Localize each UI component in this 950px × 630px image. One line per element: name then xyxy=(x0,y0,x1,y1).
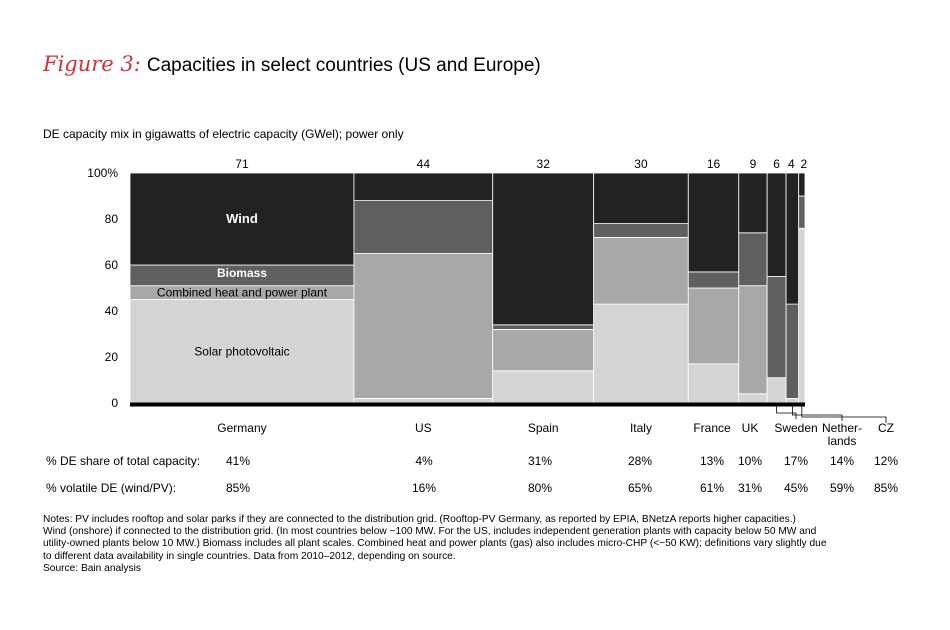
segment-label-pv: Solar photovoltaic xyxy=(194,344,289,358)
volatile-value: 61% xyxy=(699,481,725,495)
bar-segment-pv-spain xyxy=(492,370,595,404)
de-share-value: 12% xyxy=(873,454,899,468)
bar-segment-wind-uk xyxy=(738,172,768,234)
leader-line xyxy=(791,406,843,421)
volatile-value: 85% xyxy=(225,481,251,495)
bar-segment-wind-spain xyxy=(492,172,595,326)
capacity-label: 32 xyxy=(537,157,551,171)
y-tick-label: 80 xyxy=(105,212,119,226)
leader-line xyxy=(801,406,887,423)
bar-segment-pv-italy xyxy=(593,303,689,404)
volatile-value: 65% xyxy=(627,481,653,495)
capacity-label: 71 xyxy=(235,157,249,171)
bar-segment-chp-uk xyxy=(738,285,768,395)
bar-segment-biomass-france xyxy=(687,271,740,289)
bar-segment-chp-italy xyxy=(593,236,689,305)
category-label: France xyxy=(693,421,731,435)
y-tick-label: 0 xyxy=(111,396,118,410)
bar-segment-pv-uk xyxy=(738,393,768,404)
capacity-label: 4 xyxy=(788,157,795,171)
bar-segment-pv-cz xyxy=(798,227,806,404)
segment-label-biomass: Biomass xyxy=(217,266,267,280)
bar-segment-pv-france xyxy=(687,363,740,404)
segment-label-chp: Combined heat and power plant xyxy=(157,286,328,300)
y-tick-label: 20 xyxy=(105,350,119,364)
source-line: Source: Bain analysis xyxy=(43,562,141,574)
bar-segment-wind-germany xyxy=(129,172,355,266)
bar-segment-biomass-italy xyxy=(593,223,689,238)
volatile-value: 16% xyxy=(411,481,437,495)
bar-segment-biomass-sweden xyxy=(766,276,787,379)
y-tick-label: 100% xyxy=(87,166,118,180)
de-share-value: 4% xyxy=(415,454,433,468)
volatile-value: 31% xyxy=(737,481,763,495)
category-label: lands xyxy=(828,434,857,448)
capacity-label: 16 xyxy=(707,157,721,171)
bar-segment-wind-cz xyxy=(798,172,806,197)
de-share-value: 13% xyxy=(699,454,725,468)
bar-segment-chp-france xyxy=(687,287,740,365)
bar-segment-wind-netherlands xyxy=(785,172,800,305)
de-share-value: 28% xyxy=(627,454,653,468)
bar-segment-biomass-cz xyxy=(798,195,806,229)
de-share-value: 41% xyxy=(225,454,251,468)
figure-number: Figure 3: xyxy=(43,52,141,76)
capacity-label: 9 xyxy=(750,157,757,171)
chart-subtitle: DE capacity mix in gigawatts of electric… xyxy=(43,127,404,141)
bar-segment-pv-sweden xyxy=(766,377,787,404)
capacity-label: 6 xyxy=(773,157,780,171)
bar-segment-wind-us xyxy=(353,172,494,202)
segment-label-wind: Wind xyxy=(226,211,258,226)
category-label: Spain xyxy=(528,421,559,435)
volatile-value: 80% xyxy=(527,481,553,495)
bar-segment-wind-italy xyxy=(593,172,689,224)
de-share-value: 14% xyxy=(829,454,855,468)
category-label: Nether- xyxy=(822,421,862,435)
capacity-label: 44 xyxy=(417,157,431,171)
figure-title-text: Capacities in select countries (US and E… xyxy=(146,55,541,76)
notes-line: to different data availability in single… xyxy=(43,550,456,562)
bar-segment-biomass-uk xyxy=(738,232,768,287)
bar-segment-pv-germany xyxy=(129,299,355,404)
bar-segment-wind-sweden xyxy=(766,172,787,277)
volatile-row-label: % volatile DE (wind/PV): xyxy=(46,481,177,495)
bar-segment-biomass-us xyxy=(353,200,494,254)
bar-segment-pv-us xyxy=(353,397,494,404)
chart-notes: Notes: PV includes rooftop and solar par… xyxy=(43,514,893,575)
y-tick-label: 40 xyxy=(105,304,119,318)
de-share-value: 17% xyxy=(783,454,809,468)
category-label: Sweden xyxy=(774,421,817,435)
volatile-value: 59% xyxy=(829,481,855,495)
de-share-value: 31% xyxy=(527,454,553,468)
figure-title: Figure 3: Capacities in select countries … xyxy=(43,52,541,77)
volatile-value: 85% xyxy=(873,481,899,495)
category-label: CZ xyxy=(878,421,894,435)
notes-line: utility-owned plants below 10 MW.) Bioma… xyxy=(43,538,827,550)
capacity-label: 30 xyxy=(634,157,648,171)
marimekko-chart: 100% 80 60 40 20 0 71 44 32 30 16 9 6 4 2 Wind Biomass Co… xyxy=(87,157,894,448)
category-label: Germany xyxy=(217,421,266,435)
leader-line xyxy=(776,406,797,419)
bar-segment-pv-netherlands xyxy=(785,397,800,404)
category-label: UK xyxy=(742,421,759,435)
volatile-value: 45% xyxy=(783,481,809,495)
y-tick-label: 60 xyxy=(105,258,119,272)
bar-segment-chp-spain xyxy=(492,328,595,372)
bar-segment-wind-france xyxy=(687,172,740,273)
de-share-row-label: % DE share of total capacity: xyxy=(46,454,201,468)
de-share-value: 10% xyxy=(737,454,763,468)
notes-line: Notes: PV includes rooftop and solar par… xyxy=(43,514,796,525)
bar-segment-chp-us xyxy=(353,253,494,399)
notes-line: Wind (onshore) if connected to the distr… xyxy=(43,526,817,538)
capacity-label: 2 xyxy=(801,157,808,171)
category-label: Italy xyxy=(630,421,652,435)
bar-segment-biomass-spain xyxy=(492,324,595,330)
category-label: US xyxy=(415,421,432,435)
bar-segment-biomass-netherlands xyxy=(785,303,800,399)
